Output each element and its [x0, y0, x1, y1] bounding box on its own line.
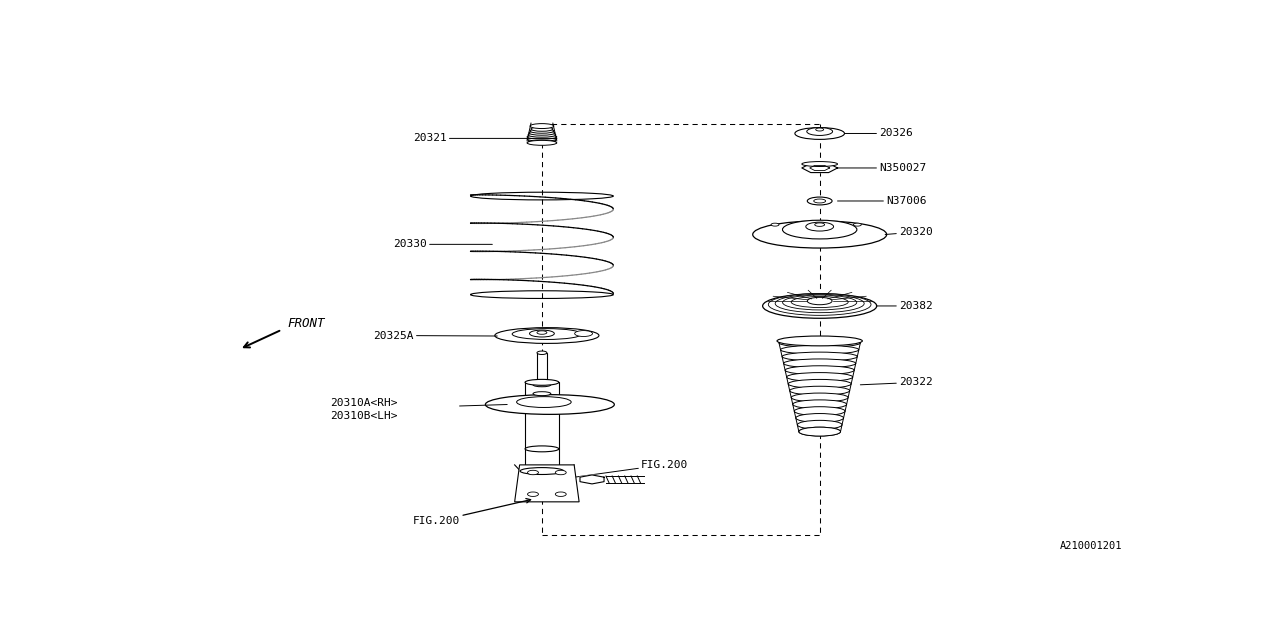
Text: N37006: N37006	[837, 196, 927, 206]
Ellipse shape	[512, 328, 581, 339]
Bar	[525, 382, 559, 449]
Bar	[538, 353, 547, 385]
Ellipse shape	[525, 446, 559, 452]
Ellipse shape	[801, 161, 837, 166]
Ellipse shape	[532, 392, 550, 396]
Ellipse shape	[781, 346, 859, 354]
Ellipse shape	[854, 223, 861, 226]
Ellipse shape	[530, 129, 554, 133]
Ellipse shape	[815, 128, 823, 131]
Ellipse shape	[556, 492, 566, 497]
Bar	[525, 449, 559, 476]
Ellipse shape	[782, 352, 858, 361]
Ellipse shape	[777, 336, 863, 346]
Text: A210001201: A210001201	[1060, 541, 1123, 551]
Text: 20310B<LH>: 20310B<LH>	[330, 411, 398, 421]
Text: 20320: 20320	[886, 227, 933, 237]
Ellipse shape	[782, 220, 856, 239]
Ellipse shape	[788, 380, 851, 388]
Ellipse shape	[768, 294, 870, 316]
Ellipse shape	[527, 492, 539, 497]
Ellipse shape	[791, 393, 849, 402]
Ellipse shape	[806, 222, 833, 231]
Ellipse shape	[538, 383, 547, 387]
Text: FIG.200: FIG.200	[413, 499, 531, 526]
Text: 20326: 20326	[845, 129, 913, 138]
Ellipse shape	[517, 397, 571, 408]
Ellipse shape	[529, 139, 556, 143]
Text: 20382: 20382	[877, 301, 933, 311]
Ellipse shape	[814, 199, 826, 203]
Text: 20310A<RH>: 20310A<RH>	[330, 398, 398, 408]
Ellipse shape	[799, 427, 841, 436]
Ellipse shape	[795, 406, 845, 415]
Ellipse shape	[531, 127, 553, 131]
Ellipse shape	[527, 134, 557, 139]
Ellipse shape	[495, 328, 599, 344]
Ellipse shape	[776, 294, 864, 313]
Ellipse shape	[520, 468, 563, 474]
Ellipse shape	[532, 383, 550, 387]
Text: 20325A: 20325A	[374, 330, 498, 340]
Ellipse shape	[797, 420, 842, 429]
Ellipse shape	[796, 413, 844, 422]
Ellipse shape	[783, 359, 856, 368]
Text: N350027: N350027	[837, 163, 927, 173]
Ellipse shape	[527, 470, 539, 475]
Ellipse shape	[753, 221, 887, 248]
Ellipse shape	[808, 197, 832, 205]
Ellipse shape	[575, 331, 593, 337]
Ellipse shape	[538, 351, 547, 355]
Ellipse shape	[538, 331, 547, 334]
Ellipse shape	[527, 137, 557, 141]
Ellipse shape	[799, 427, 841, 436]
Ellipse shape	[529, 132, 556, 137]
Polygon shape	[580, 475, 604, 484]
Ellipse shape	[527, 140, 557, 145]
Ellipse shape	[791, 296, 849, 308]
Ellipse shape	[530, 330, 554, 337]
Ellipse shape	[556, 470, 566, 475]
Bar	[532, 385, 550, 394]
Ellipse shape	[525, 380, 559, 385]
Ellipse shape	[806, 127, 832, 136]
Ellipse shape	[530, 124, 554, 129]
Ellipse shape	[782, 295, 856, 310]
Text: FIG.200: FIG.200	[576, 460, 689, 477]
Ellipse shape	[780, 339, 860, 348]
Text: 20322: 20322	[860, 378, 933, 387]
Ellipse shape	[485, 395, 614, 414]
Polygon shape	[801, 163, 837, 173]
Ellipse shape	[785, 366, 854, 374]
Ellipse shape	[771, 223, 780, 226]
Text: FRONT: FRONT	[287, 317, 324, 330]
Ellipse shape	[792, 400, 846, 409]
Ellipse shape	[795, 127, 845, 140]
Ellipse shape	[529, 131, 554, 135]
Ellipse shape	[808, 298, 832, 305]
Ellipse shape	[787, 372, 852, 381]
Ellipse shape	[815, 223, 824, 227]
Ellipse shape	[763, 294, 877, 318]
Text: 20330: 20330	[393, 239, 493, 250]
Text: 20321: 20321	[413, 133, 557, 143]
Ellipse shape	[790, 387, 850, 395]
Polygon shape	[515, 465, 579, 502]
